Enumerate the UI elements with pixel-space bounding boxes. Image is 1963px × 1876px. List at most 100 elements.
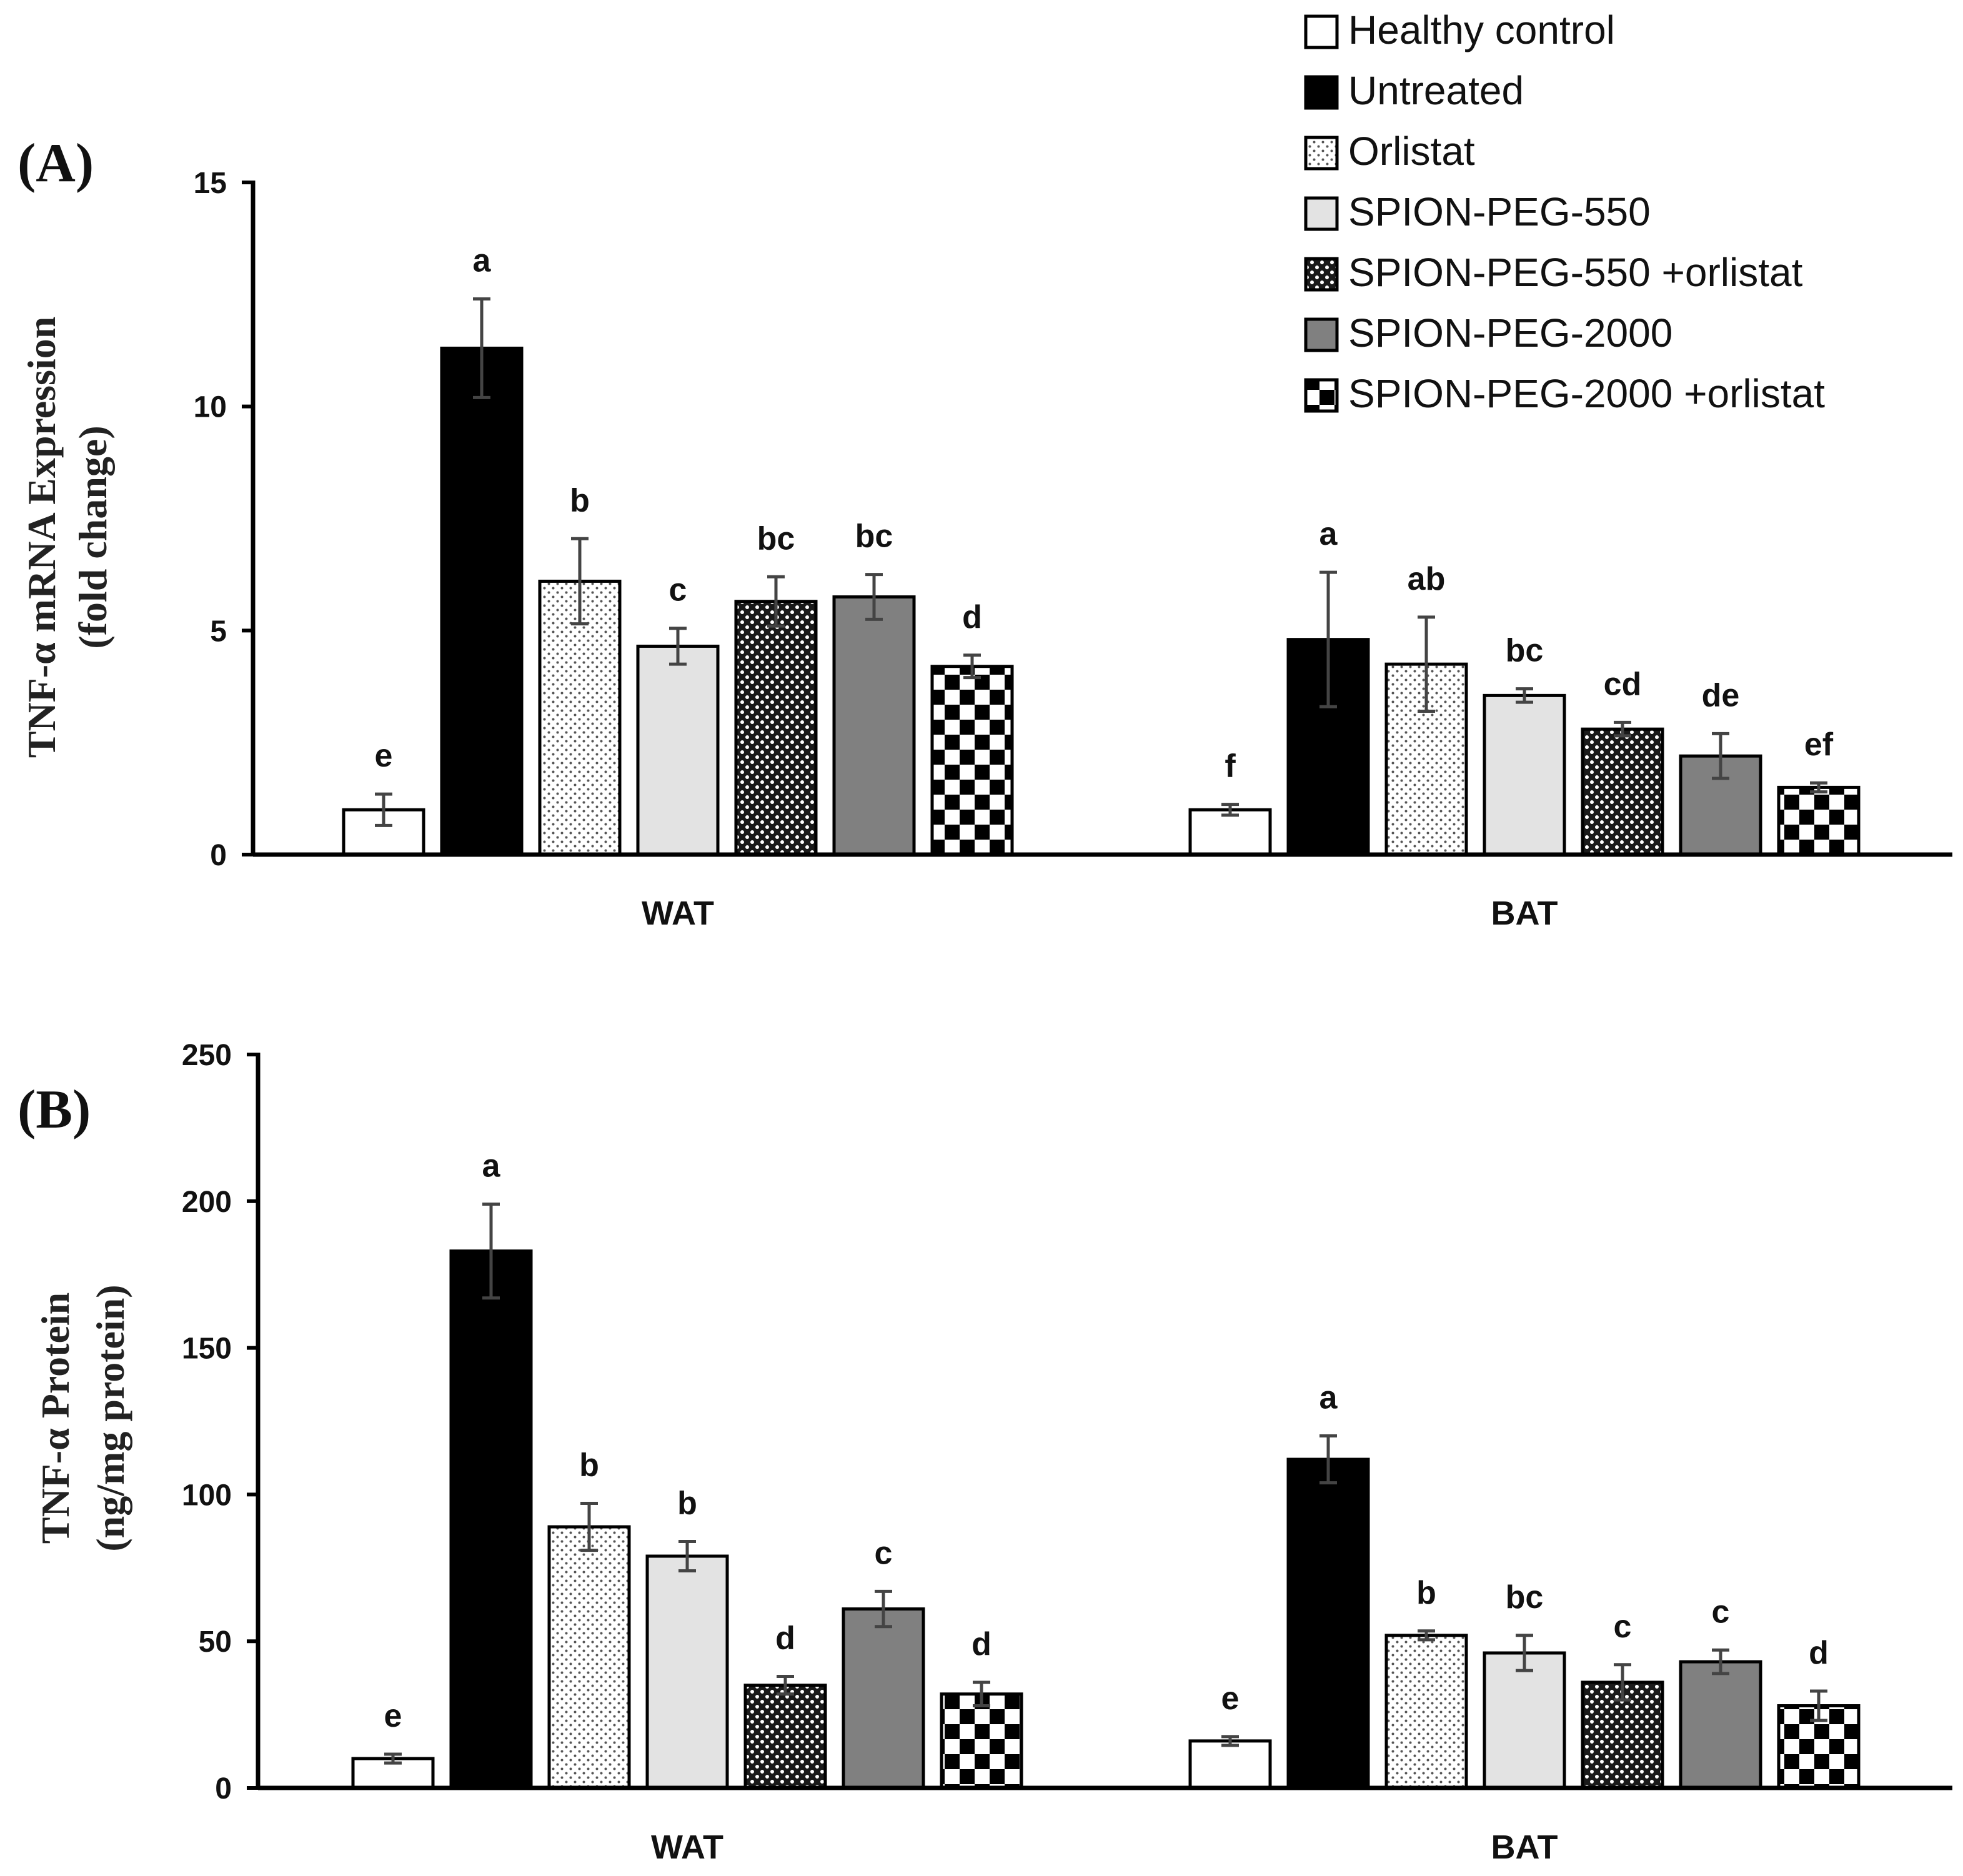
sig-label-a-wat-spion-peg-550: c	[669, 572, 687, 608]
sig-label-b-bat-orlistat: b	[1416, 1575, 1436, 1611]
legend-swatch-orlistat	[1304, 136, 1339, 171]
sig-label-b-wat-spion-peg-550: b	[677, 1486, 697, 1522]
error-bar-b-bat-spion-peg-2000	[1712, 1648, 1729, 1675]
legend-label-untreated: Untreated	[1348, 68, 1524, 113]
sig-label-a-wat-healthy-control: e	[375, 738, 393, 774]
bar-a-wat-spion-peg-550	[636, 644, 720, 856]
legend-swatch-spion-peg-2000-orlistat	[1304, 378, 1339, 413]
sig-label-a-bat-spion-peg-2000: de	[1702, 677, 1740, 713]
y-axis-title-b-line2: (ng/mg protein)	[88, 1284, 132, 1551]
sig-label-b-bat-spion-peg-2000: c	[1712, 1594, 1730, 1630]
legend-swatch-spion-peg-2000	[1304, 317, 1339, 352]
bar-a-wat-spion-peg-2000	[832, 595, 916, 856]
legend-label-spion-peg-550: SPION-PEG-550	[1348, 189, 1651, 234]
sig-label-b-wat-spion-peg-550-orlistat: d	[775, 1620, 795, 1657]
bar-a-wat-untreated	[440, 346, 524, 856]
error-bar-b-bat-untreated	[1319, 1434, 1337, 1485]
legend-swatch-untreated	[1304, 75, 1339, 110]
sig-label-a-bat-orlistat: ab	[1408, 561, 1446, 597]
category-label-a-wat: WAT	[642, 895, 714, 932]
y-tick-label-b-1: 50	[199, 1625, 232, 1659]
legend-item-spion-peg-2000-orlistat: SPION-PEG-2000 +orlistat	[1304, 371, 1825, 416]
sig-label-b-bat-spion-peg-550-orlistat: c	[1614, 1609, 1632, 1645]
sig-label-a-bat-spion-peg-2000-orlistat: ef	[1804, 727, 1834, 763]
error-bar-b-wat-untreated	[482, 1202, 500, 1300]
sig-label-b-bat-spion-peg-2000-orlistat: d	[1809, 1635, 1829, 1671]
sig-label-b-wat-untreated: a	[482, 1148, 501, 1184]
error-bar-a-wat-orlistat	[571, 537, 589, 626]
error-bar-a-bat-healthy-control	[1221, 803, 1239, 817]
bar-a-bat-spion-peg-550	[1483, 693, 1566, 856]
y-axis-title-b: TNF-α Protein	[33, 1293, 77, 1544]
error-bar-a-bat-untreated	[1319, 570, 1337, 708]
bar-a-wat-orlistat	[538, 579, 622, 856]
error-bar-a-wat-spion-peg-550	[669, 627, 687, 666]
legend-item-untreated: Untreated	[1304, 68, 1524, 113]
error-bar-a-wat-healthy-control	[375, 792, 392, 827]
bar-b-wat-spion-peg-550-orlistat	[743, 1684, 827, 1790]
category-label-a-bat: BAT	[1491, 895, 1558, 932]
bar-b-wat-untreated	[449, 1249, 533, 1790]
sig-label-b-wat-orlistat: b	[579, 1447, 599, 1483]
sig-label-b-bat-spion-peg-550: bc	[1506, 1579, 1544, 1615]
sig-label-b-wat-spion-peg-2000: c	[875, 1535, 893, 1571]
error-bar-b-wat-orlistat	[580, 1501, 598, 1552]
y-axis-title-b-sub: (ng/mg protein)	[88, 1284, 132, 1551]
error-bar-a-wat-spion-peg-2000-orlistat	[963, 653, 981, 680]
error-bar-a-bat-spion-peg-550-orlistat	[1614, 720, 1631, 738]
bar-b-bat-untreated	[1286, 1457, 1370, 1790]
bar-b-bat-healthy-control	[1188, 1739, 1272, 1790]
error-bar-a-wat-spion-peg-550-orlistat	[767, 575, 785, 628]
legend-swatch-healthy-control	[1304, 14, 1339, 49]
y-tick-label-a-3: 15	[194, 167, 227, 200]
y-tick-label-b-4: 200	[182, 1186, 232, 1219]
bar-b-bat-orlistat	[1384, 1634, 1468, 1790]
legend-swatch-spion-peg-550-orlistat	[1304, 257, 1339, 292]
sig-label-b-bat-healthy-control: e	[1221, 1680, 1240, 1717]
error-bar-a-wat-spion-peg-2000	[865, 573, 883, 621]
legend: Healthy control Untreated Orlistat SPION-PE…	[1304, 7, 1825, 416]
sig-label-a-wat-untreated: a	[473, 243, 492, 279]
panel-label-b: (B)	[17, 1079, 91, 1140]
error-bar-b-wat-healthy-control	[384, 1752, 402, 1765]
bar-b-wat-spion-peg-2000-orlistat	[940, 1692, 1023, 1790]
panel-a: (A) TNF-α mRNA Expression (fold change) …	[17, 133, 1952, 932]
legend-item-orlistat: Orlistat	[1304, 129, 1475, 174]
error-bar-b-bat-spion-peg-2000-orlistat	[1810, 1689, 1827, 1722]
legend-label-spion-peg-2000-orlistat: SPION-PEG-2000 +orlistat	[1348, 371, 1825, 416]
y-axis-title-a-sub: (fold change)	[71, 425, 115, 648]
y-axis-title-a: TNF-α mRNA Expression	[19, 317, 64, 758]
error-bar-a-bat-orlistat	[1418, 615, 1435, 713]
error-bar-b-bat-orlistat	[1418, 1629, 1435, 1642]
error-bar-a-bat-spion-peg-2000	[1712, 732, 1729, 780]
sig-label-a-wat-spion-peg-550-orlistat: bc	[757, 520, 795, 557]
error-bar-a-bat-spion-peg-2000-orlistat	[1810, 781, 1827, 794]
error-bar-b-wat-spion-peg-2000-orlistat	[973, 1680, 990, 1708]
legend-label-spion-peg-550-orlistat: SPION-PEG-550 +orlistat	[1348, 250, 1803, 295]
panel-label-a: (A)	[17, 133, 94, 194]
bar-a-wat-spion-peg-2000-orlistat	[930, 665, 1014, 856]
bar-b-wat-spion-peg-2000	[842, 1607, 925, 1790]
legend-item-spion-peg-2000: SPION-PEG-2000	[1304, 310, 1672, 355]
bar-b-bat-spion-peg-2000	[1679, 1660, 1762, 1790]
y-axis-title-b-line1: TNF-α Protein	[33, 1293, 77, 1544]
error-bar-b-wat-spion-peg-550	[678, 1540, 696, 1572]
sig-label-a-wat-orlistat: b	[570, 482, 590, 519]
error-bar-b-bat-spion-peg-550	[1516, 1634, 1533, 1672]
bar-b-bat-spion-peg-550	[1483, 1651, 1566, 1790]
y-tick-label-b-5: 250	[182, 1039, 232, 1072]
legend-item-spion-peg-550-orlistat: SPION-PEG-550 +orlistat	[1304, 250, 1803, 295]
legend-label-spion-peg-2000: SPION-PEG-2000	[1348, 310, 1672, 355]
bar-a-bat-spion-peg-550-orlistat	[1581, 727, 1664, 856]
y-tick-label-a-2: 10	[194, 391, 227, 424]
sig-label-a-wat-spion-peg-2000: bc	[855, 519, 893, 555]
error-bar-a-bat-spion-peg-550	[1516, 687, 1533, 704]
plot-area-b: 0 50 100 150 200 250 e e a a b b b bc d c c c d d WAT BAT	[182, 1039, 1952, 1866]
bar-a-bat-spion-peg-2000-orlistat	[1777, 785, 1861, 856]
legend-label-healthy-control: Healthy control	[1348, 7, 1615, 52]
sig-label-a-bat-spion-peg-550-orlistat: cd	[1604, 666, 1642, 702]
y-tick-label-b-0: 0	[215, 1772, 232, 1805]
error-bar-b-bat-spion-peg-550-orlistat	[1614, 1663, 1631, 1702]
